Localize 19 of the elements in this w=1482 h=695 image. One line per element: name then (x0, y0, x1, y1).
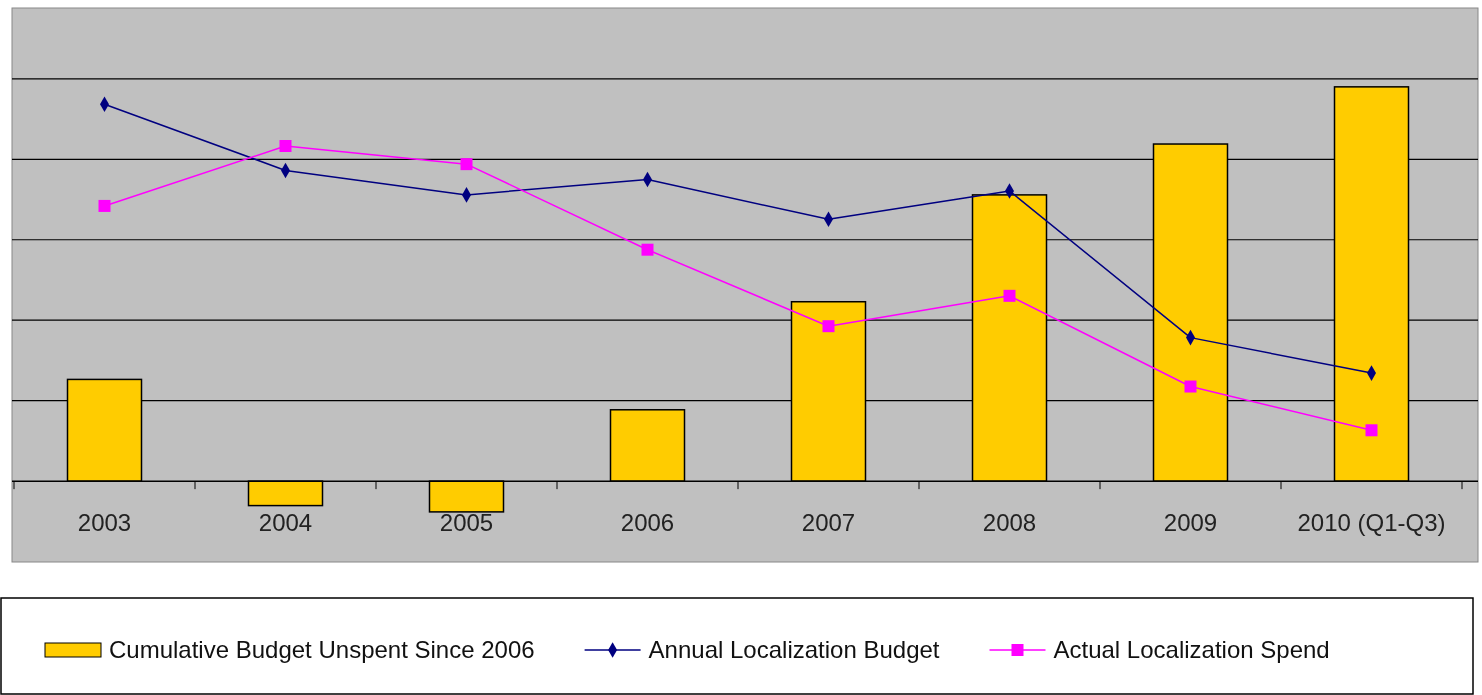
x-tick-label: 2007 (801, 509, 856, 537)
point (641, 243, 654, 256)
x-tick-label: 2010 (Q1-Q3) (1297, 509, 1446, 537)
point (1184, 380, 1197, 393)
x-tick-label: 2008 (982, 509, 1037, 537)
point (460, 158, 473, 171)
legend-label: Annual Localization Budget (648, 636, 940, 663)
point (279, 140, 292, 152)
point (1003, 289, 1016, 302)
x-tick-label: 2003 (77, 509, 132, 537)
point (1365, 424, 1378, 437)
x-tick-label: 2009 (1163, 509, 1218, 537)
point (98, 199, 111, 212)
legend-label: Cumulative Budget Unspent Since 2006 (109, 636, 535, 663)
x-tick-label: 2004 (258, 509, 313, 537)
x-tick-label: 2006 (620, 509, 675, 537)
point (822, 320, 835, 333)
legend-label: Actual Localization Spend (1053, 636, 1330, 663)
x-tick-label: 2005 (439, 509, 494, 537)
